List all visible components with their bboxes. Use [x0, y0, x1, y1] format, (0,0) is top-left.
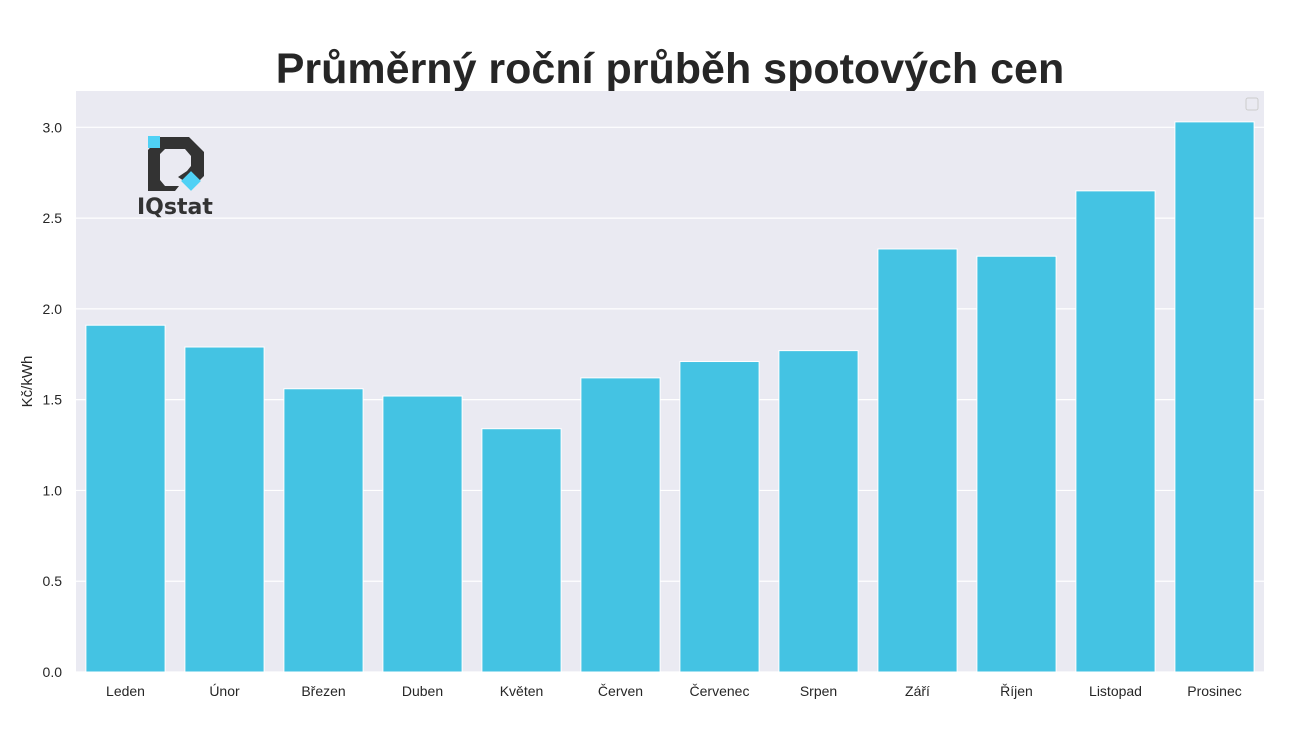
- x-tick-label: Prosinec: [1187, 683, 1241, 699]
- x-tick-label: Duben: [402, 683, 443, 699]
- bar-srpen: [778, 350, 859, 673]
- y-axis-label: Kč/kWh: [19, 356, 36, 408]
- y-tick-label: 0.0: [43, 664, 63, 680]
- x-tick-label: Červenec: [690, 683, 750, 699]
- bar-říjen: [976, 255, 1057, 673]
- x-tick-label: Září: [905, 683, 930, 699]
- iqstat-logo: IQstat: [137, 136, 213, 220]
- x-tick-label: Srpen: [800, 683, 837, 699]
- gridlines: [76, 126, 1264, 673]
- y-tick-label: 2.0: [43, 301, 63, 317]
- y-tick-label: 0.5: [43, 573, 63, 589]
- bar-červen: [580, 377, 661, 673]
- bar-září: [877, 248, 958, 673]
- logo-accent-diamond: [181, 171, 201, 191]
- bar-červenec: [679, 361, 760, 673]
- y-tick-label: 2.5: [43, 210, 63, 226]
- bars: [85, 121, 1255, 673]
- legend-box: [1245, 97, 1259, 111]
- y-tick-labels: 0.0 0.5 1.0 1.5 2.0 2.5 3.0: [43, 119, 63, 680]
- bar-květen: [481, 428, 562, 673]
- x-tick-label: Listopad: [1089, 683, 1142, 699]
- y-tick-label: 1.0: [43, 482, 63, 498]
- bar-leden: [85, 324, 166, 673]
- x-tick-label: Leden: [106, 683, 145, 699]
- bar-březen: [283, 388, 364, 673]
- y-tick-label: 3.0: [43, 119, 63, 135]
- y-tick-label: 1.5: [43, 392, 63, 408]
- bar-únor: [184, 346, 265, 673]
- chart-title: Průměrný roční průběh spotových cen: [275, 45, 1065, 93]
- x-tick-label: Červen: [598, 683, 643, 699]
- x-tick-labels: Leden Únor Březen Duben Květen Červen Červenec…: [106, 683, 1242, 699]
- bar-listopad: [1075, 190, 1156, 673]
- bar-prosinec: [1174, 121, 1255, 673]
- x-tick-label: Květen: [500, 683, 544, 699]
- logo-accent-square: [148, 136, 160, 148]
- x-tick-label: Březen: [301, 683, 345, 699]
- x-tick-label: Říjen: [1000, 683, 1033, 699]
- bar-duben: [382, 395, 463, 673]
- x-tick-label: Únor: [209, 683, 240, 699]
- plot-area: [76, 91, 1264, 672]
- logo-text: IQstat: [137, 195, 213, 220]
